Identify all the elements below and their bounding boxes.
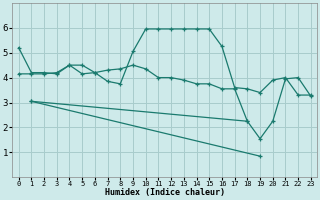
X-axis label: Humidex (Indice chaleur): Humidex (Indice chaleur)	[105, 188, 225, 197]
